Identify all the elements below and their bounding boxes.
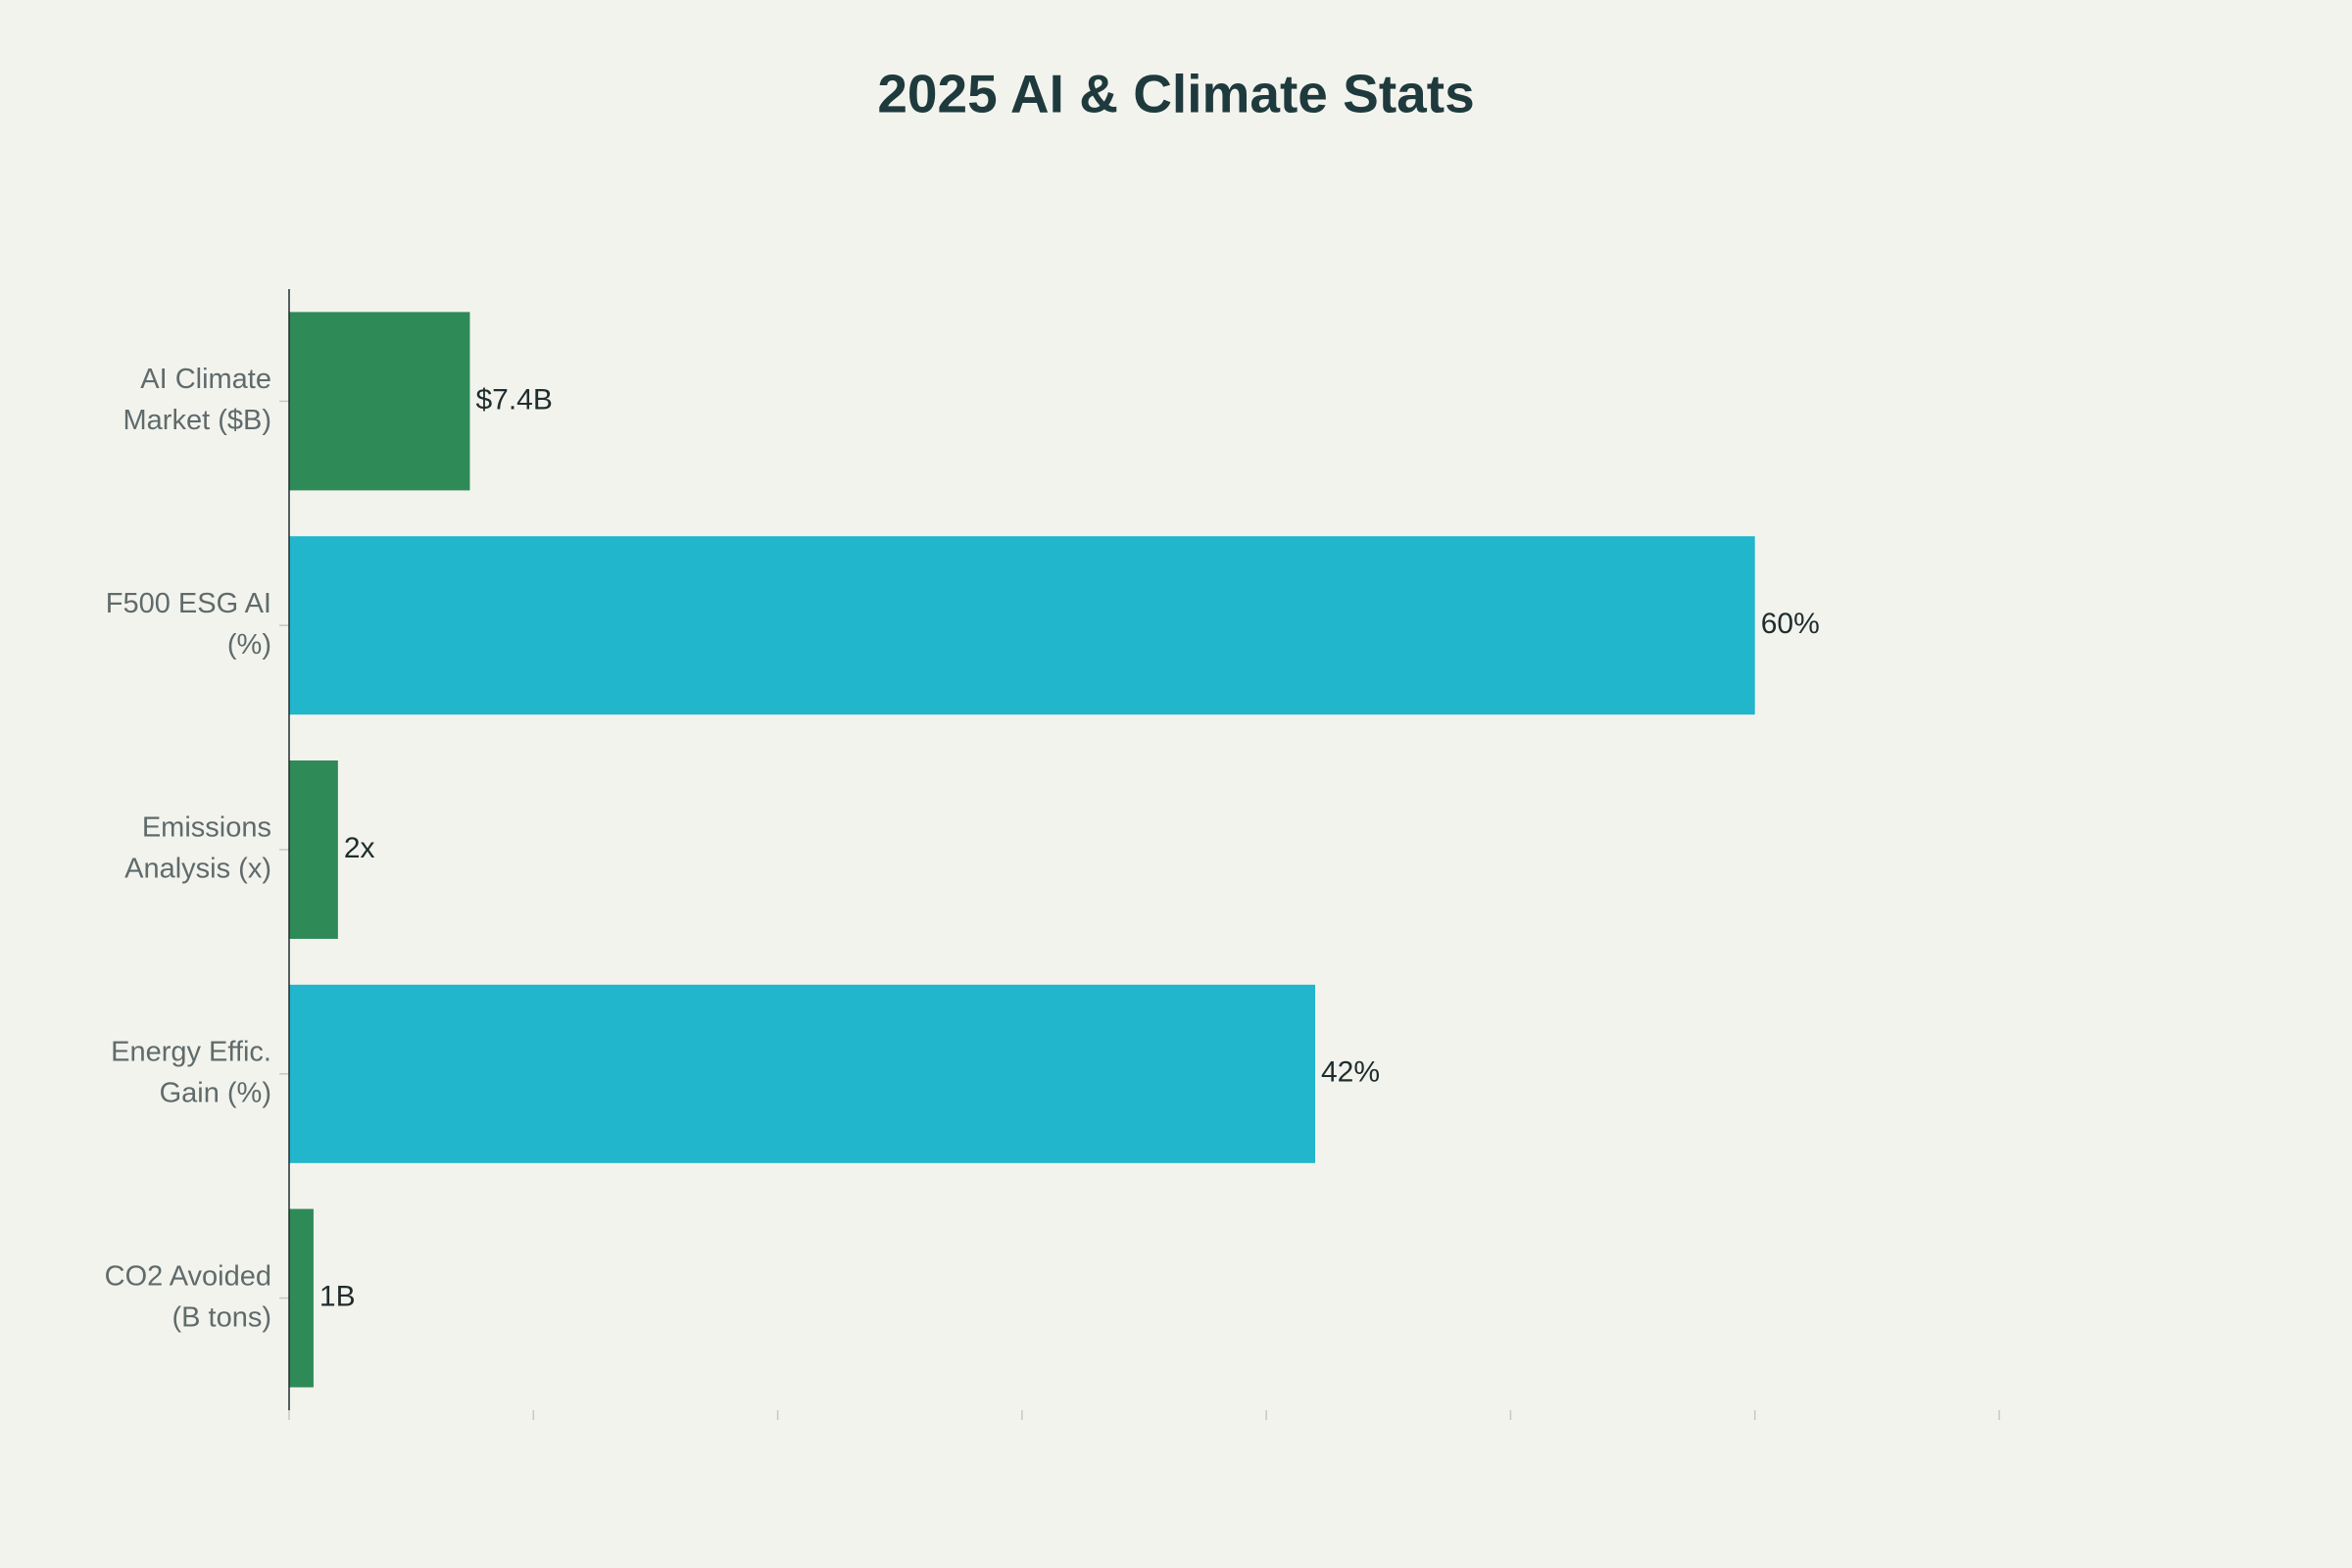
bar xyxy=(289,760,338,939)
value-label: 1B xyxy=(319,1281,356,1313)
bar xyxy=(289,312,470,491)
value-label: 2x xyxy=(344,832,375,864)
y-tick-label: (%) xyxy=(227,629,271,661)
bar xyxy=(289,1208,314,1388)
y-tick-label: CO2 Avoided xyxy=(105,1260,271,1292)
y-tick-label: AI Climate xyxy=(140,364,271,395)
y-tick-label: Emissions xyxy=(142,812,271,844)
value-label: $7.4B xyxy=(475,383,552,416)
chart-title: 2025 AI & Climate Stats xyxy=(877,64,1474,124)
y-tick-label: Energy Effic. xyxy=(111,1036,271,1067)
y-tick-label: Market ($B) xyxy=(123,405,271,436)
bar xyxy=(289,984,1315,1163)
y-tick-label: Analysis (x) xyxy=(124,854,271,885)
value-label: 60% xyxy=(1761,608,1820,640)
y-tick-label: F500 ESG AI xyxy=(106,588,271,619)
y-tick-label: (B tons) xyxy=(172,1301,271,1333)
value-label: 42% xyxy=(1321,1056,1380,1089)
bar xyxy=(289,536,1755,715)
y-tick-label: Gain (%) xyxy=(160,1077,271,1108)
